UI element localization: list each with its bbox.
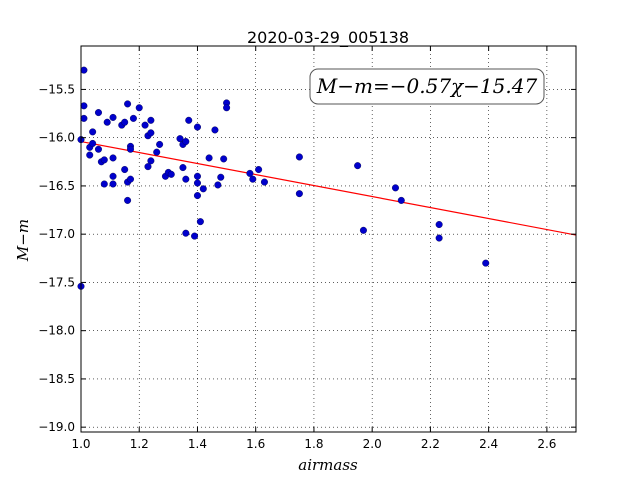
x-tick-label: 1.2 bbox=[130, 437, 149, 451]
data-point bbox=[156, 140, 164, 148]
data-point bbox=[124, 100, 132, 108]
data-point bbox=[109, 154, 117, 162]
data-point bbox=[147, 129, 155, 137]
data-point bbox=[89, 139, 97, 147]
data-point bbox=[100, 180, 108, 188]
data-point bbox=[199, 185, 207, 193]
data-point bbox=[214, 181, 222, 189]
data-point bbox=[147, 157, 155, 165]
chart-title: 2020-03-29_005138 bbox=[247, 28, 409, 48]
y-tick-label: −16.0 bbox=[38, 131, 75, 145]
data-point bbox=[246, 169, 254, 177]
y-tick-label: −18.5 bbox=[38, 372, 75, 386]
data-point bbox=[109, 172, 117, 180]
fit-line bbox=[80, 140, 577, 236]
data-point bbox=[179, 164, 187, 172]
data-point bbox=[295, 190, 303, 198]
data-point bbox=[196, 218, 204, 226]
equation-box: M−m=−0.57χ−15.47 bbox=[309, 68, 545, 105]
data-point bbox=[167, 170, 175, 178]
data-point bbox=[260, 178, 268, 186]
data-point bbox=[295, 153, 303, 161]
data-point bbox=[109, 180, 117, 188]
data-point bbox=[86, 151, 94, 159]
x-tick-label: 1.8 bbox=[304, 437, 323, 451]
data-point bbox=[80, 66, 88, 74]
data-point bbox=[80, 102, 88, 110]
axis-ticks: 1.0 1.2 1.4 1.6 1.8 2.0 2.2 2.4 2.6 −15.5 −16.0 −16… bbox=[38, 46, 576, 451]
y-tick-label: −17.5 bbox=[38, 275, 75, 289]
data-point bbox=[482, 259, 490, 267]
data-point bbox=[144, 163, 152, 171]
data-point bbox=[193, 179, 201, 187]
data-point bbox=[121, 166, 129, 174]
data-point bbox=[205, 154, 213, 162]
x-tick-label: 2.6 bbox=[537, 437, 556, 451]
data-point bbox=[124, 196, 132, 204]
data-point bbox=[182, 175, 190, 183]
equation-box-frame bbox=[309, 68, 545, 105]
fit-equation: M−m=−0.57χ−15.47 bbox=[316, 74, 538, 98]
data-point bbox=[220, 155, 228, 163]
data-point bbox=[80, 114, 88, 122]
data-point bbox=[94, 145, 102, 153]
data-point bbox=[255, 166, 263, 174]
data-point bbox=[193, 172, 201, 180]
data-points bbox=[77, 66, 490, 290]
data-point bbox=[153, 148, 161, 156]
y-tick-label: −16.5 bbox=[38, 179, 75, 193]
y-tick-label: −17.0 bbox=[38, 227, 75, 241]
data-point bbox=[193, 192, 201, 200]
x-tick-label: 2.0 bbox=[363, 437, 382, 451]
data-point bbox=[126, 175, 134, 183]
data-point bbox=[147, 116, 155, 124]
y-tick-label: −18.0 bbox=[38, 324, 75, 338]
data-point bbox=[129, 114, 137, 122]
fit-line-group bbox=[80, 140, 577, 236]
data-point bbox=[435, 234, 443, 242]
data-point bbox=[109, 113, 117, 121]
plot-frame bbox=[80, 45, 577, 433]
data-point bbox=[391, 184, 399, 192]
y-axis-label: M−m bbox=[14, 219, 32, 262]
data-point bbox=[354, 162, 362, 170]
x-tick-label: 2.2 bbox=[421, 437, 440, 451]
data-point bbox=[126, 145, 134, 153]
data-point bbox=[185, 116, 193, 124]
data-point bbox=[223, 104, 231, 112]
data-point bbox=[397, 196, 405, 204]
data-point bbox=[211, 126, 219, 134]
data-point bbox=[94, 109, 102, 117]
data-point bbox=[249, 175, 257, 183]
data-point bbox=[359, 226, 367, 234]
data-point bbox=[100, 156, 108, 164]
data-point bbox=[135, 104, 143, 112]
data-point bbox=[176, 135, 184, 143]
data-point bbox=[182, 229, 190, 237]
data-point bbox=[217, 173, 225, 181]
x-tick-label: 2.4 bbox=[479, 437, 498, 451]
data-point bbox=[103, 118, 111, 126]
data-point bbox=[191, 232, 199, 240]
y-tick-label: −19.0 bbox=[38, 420, 75, 434]
data-point bbox=[193, 123, 201, 131]
x-tick-label: 1.6 bbox=[246, 437, 265, 451]
data-point bbox=[141, 121, 149, 129]
x-tick-label: 1.4 bbox=[188, 437, 207, 451]
data-point bbox=[182, 138, 190, 146]
data-point bbox=[89, 128, 97, 136]
data-point bbox=[121, 118, 129, 126]
y-tick-label: −15.5 bbox=[38, 82, 75, 96]
x-tick-label: 1.0 bbox=[71, 437, 90, 451]
data-point bbox=[435, 221, 443, 229]
x-axis-label: airmass bbox=[298, 456, 358, 474]
